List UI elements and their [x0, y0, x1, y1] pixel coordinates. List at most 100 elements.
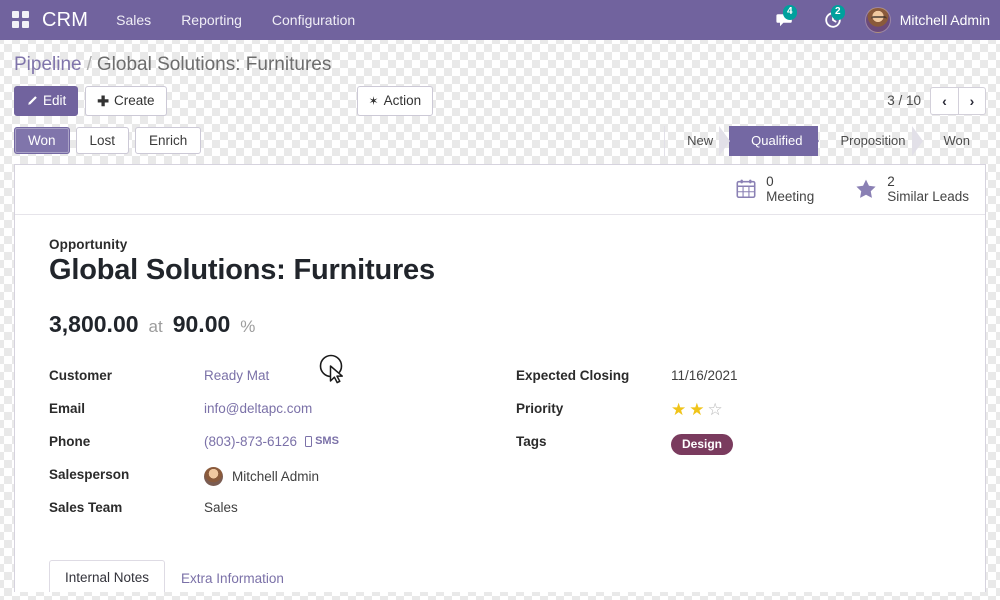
- activities-badge: 2: [830, 5, 845, 20]
- user-name: Mitchell Admin: [899, 12, 990, 28]
- activities-button[interactable]: 2: [809, 0, 857, 40]
- apps-grid-icon[interactable]: [12, 11, 30, 29]
- tags-label: Tags: [516, 433, 547, 449]
- main-menu: Sales Reporting Configuration: [116, 12, 355, 28]
- create-button[interactable]: ✚ Create: [85, 86, 167, 116]
- meeting-smart-button[interactable]: 0 Meeting: [735, 174, 814, 205]
- stage-new[interactable]: New: [665, 125, 731, 156]
- meeting-label: Meeting: [766, 189, 815, 205]
- percent-symbol: %: [240, 316, 256, 336]
- tab-extra-information[interactable]: Extra Information: [181, 570, 284, 586]
- priority-value-wrap: ★ ★ ☆: [671, 398, 723, 418]
- email-label: Email: [49, 400, 86, 416]
- probability-value[interactable]: 90.00: [172, 310, 231, 337]
- salesperson-chip[interactable]: Mitchell Admin: [204, 466, 320, 486]
- record-sheet-body: Opportunity Global Solutions: Furnitures…: [15, 215, 985, 529]
- star-empty-icon[interactable]: ☆: [707, 399, 723, 419]
- menu-item-configuration[interactable]: Configuration: [271, 12, 356, 28]
- mark-lost-button[interactable]: Lost: [75, 127, 130, 155]
- stage-qualified[interactable]: Qualified: [729, 125, 820, 156]
- field-priority: Priority ★ ★ ☆: [516, 397, 951, 430]
- similar-leads-smart-button[interactable]: 2 Similar Leads: [854, 174, 969, 205]
- breadcrumb-root-pipeline[interactable]: Pipeline: [14, 54, 82, 75]
- apps-grid-square: [22, 21, 29, 28]
- salesperson-value: Mitchell Admin: [232, 468, 320, 484]
- field-email: Email info@deltapc.com: [49, 397, 484, 430]
- create-button-label: Create: [114, 93, 155, 108]
- status-bar: Won Lost Enrich New Qualified Propositio…: [0, 125, 1000, 164]
- field-customer: Customer Ready Mat: [49, 364, 484, 397]
- pager-counter: 3 / 10: [887, 93, 921, 109]
- salesperson-avatar: [204, 466, 223, 486]
- navbar-right-cluster: 4 2 Mitchell Admin: [761, 0, 990, 40]
- priority-stars[interactable]: ★ ★ ☆: [671, 401, 723, 418]
- stage-proposition[interactable]: Proposition: [818, 125, 923, 156]
- expected-closing-value-wrap: 11/16/2021: [671, 365, 738, 383]
- pager-previous-button[interactable]: ‹: [930, 86, 958, 115]
- control-panel-buttons: Edit ✚ Create: [14, 86, 167, 116]
- sms-label: SMS: [315, 435, 339, 448]
- notebook: Internal Notes Extra Information: [15, 559, 985, 592]
- phone-value[interactable]: (803)-873-6126: [204, 433, 298, 449]
- star-icon: [854, 177, 878, 201]
- record-pager: 3 / 10 ‹ ›: [887, 86, 986, 115]
- smart-button-bar: 0 Meeting 2 Similar Leads: [15, 165, 985, 215]
- pipeline-stages: New Qualified Proposition Won: [664, 125, 986, 156]
- meeting-smart-button-text: 0 Meeting: [766, 174, 814, 205]
- record-form-card: 0 Meeting 2 Similar Leads Opportunity Gl…: [14, 163, 986, 592]
- breadcrumb: Pipeline / Global Solutions: Furnitures: [0, 40, 1000, 82]
- action-button-label: Action: [383, 93, 422, 108]
- salesperson-label: Salesperson: [49, 466, 130, 482]
- chevron-right-icon: ›: [969, 92, 975, 109]
- edit-button[interactable]: Edit: [14, 86, 79, 116]
- apps-grid-square: [12, 11, 19, 18]
- page-title[interactable]: Global Solutions: Furnitures: [49, 253, 435, 286]
- messages-badge: 4: [782, 5, 797, 20]
- expected-closing-value[interactable]: 11/16/2021: [671, 367, 738, 383]
- revenue-at-word: at: [148, 316, 163, 336]
- salesperson-value-wrap: Mitchell Admin: [204, 464, 319, 486]
- sales-team-value[interactable]: Sales: [204, 499, 238, 515]
- sales-team-label: Sales Team: [49, 499, 123, 515]
- customer-value-wrap: Ready Mat: [204, 365, 269, 383]
- status-buttons: Won Lost Enrich: [14, 127, 202, 155]
- breadcrumb-current-record: Global Solutions: Furnitures: [96, 54, 332, 75]
- expected-closing-label: Expected Closing: [516, 367, 630, 383]
- similar-leads-count: 2: [887, 173, 895, 189]
- pager-next-button[interactable]: ›: [958, 86, 986, 115]
- fields-right-column: Expected Closing 11/16/2021 Priority ★ ★…: [516, 364, 951, 529]
- control-panel: Edit ✚ Create ✶ Action 3 / 10 ‹ ›: [0, 82, 1000, 126]
- star-filled-icon[interactable]: ★: [689, 399, 705, 419]
- field-expected-closing: Expected Closing 11/16/2021: [516, 364, 951, 397]
- star-filled-icon[interactable]: ★: [671, 399, 687, 419]
- similar-leads-label: Similar Leads: [887, 189, 969, 205]
- email-value[interactable]: info@deltapc.com: [204, 400, 313, 416]
- menu-item-reporting[interactable]: Reporting: [181, 12, 242, 28]
- action-button[interactable]: ✶ Action: [356, 86, 434, 116]
- customer-value[interactable]: Ready Mat: [204, 367, 270, 383]
- user-menu[interactable]: Mitchell Admin: [857, 7, 990, 33]
- pencil-icon: [28, 95, 37, 105]
- smart-buttons: 0 Meeting 2 Similar Leads: [735, 174, 969, 205]
- sms-button[interactable]: SMS: [305, 435, 339, 447]
- priority-label: Priority: [516, 400, 564, 416]
- status-badge[interactable]: Design: [671, 433, 734, 455]
- expected-revenue-value[interactable]: 3,800.00: [49, 310, 139, 337]
- pager-buttons: ‹ ›: [930, 86, 986, 115]
- menu-item-sales[interactable]: Sales: [116, 12, 152, 28]
- field-tags: Tags Design: [516, 430, 951, 463]
- mark-won-button[interactable]: Won: [14, 127, 70, 155]
- stage-won[interactable]: Won: [943, 133, 971, 149]
- field-sales-team: Sales Team Sales: [49, 496, 484, 529]
- gear-icon: ✶: [368, 93, 379, 108]
- apps-grid-square: [22, 11, 29, 18]
- sales-team-value-wrap: Sales: [204, 497, 238, 515]
- customer-label: Customer: [49, 367, 113, 383]
- app-brand-crm[interactable]: CRM: [42, 8, 89, 31]
- apps-grid-square: [12, 21, 19, 28]
- tab-internal-notes[interactable]: Internal Notes: [49, 559, 166, 592]
- field-salesperson: Salesperson Mitchell Admin: [49, 463, 484, 496]
- plus-icon: ✚: [97, 92, 109, 109]
- messages-button[interactable]: 4: [761, 0, 809, 40]
- enrich-button[interactable]: Enrich: [135, 127, 202, 155]
